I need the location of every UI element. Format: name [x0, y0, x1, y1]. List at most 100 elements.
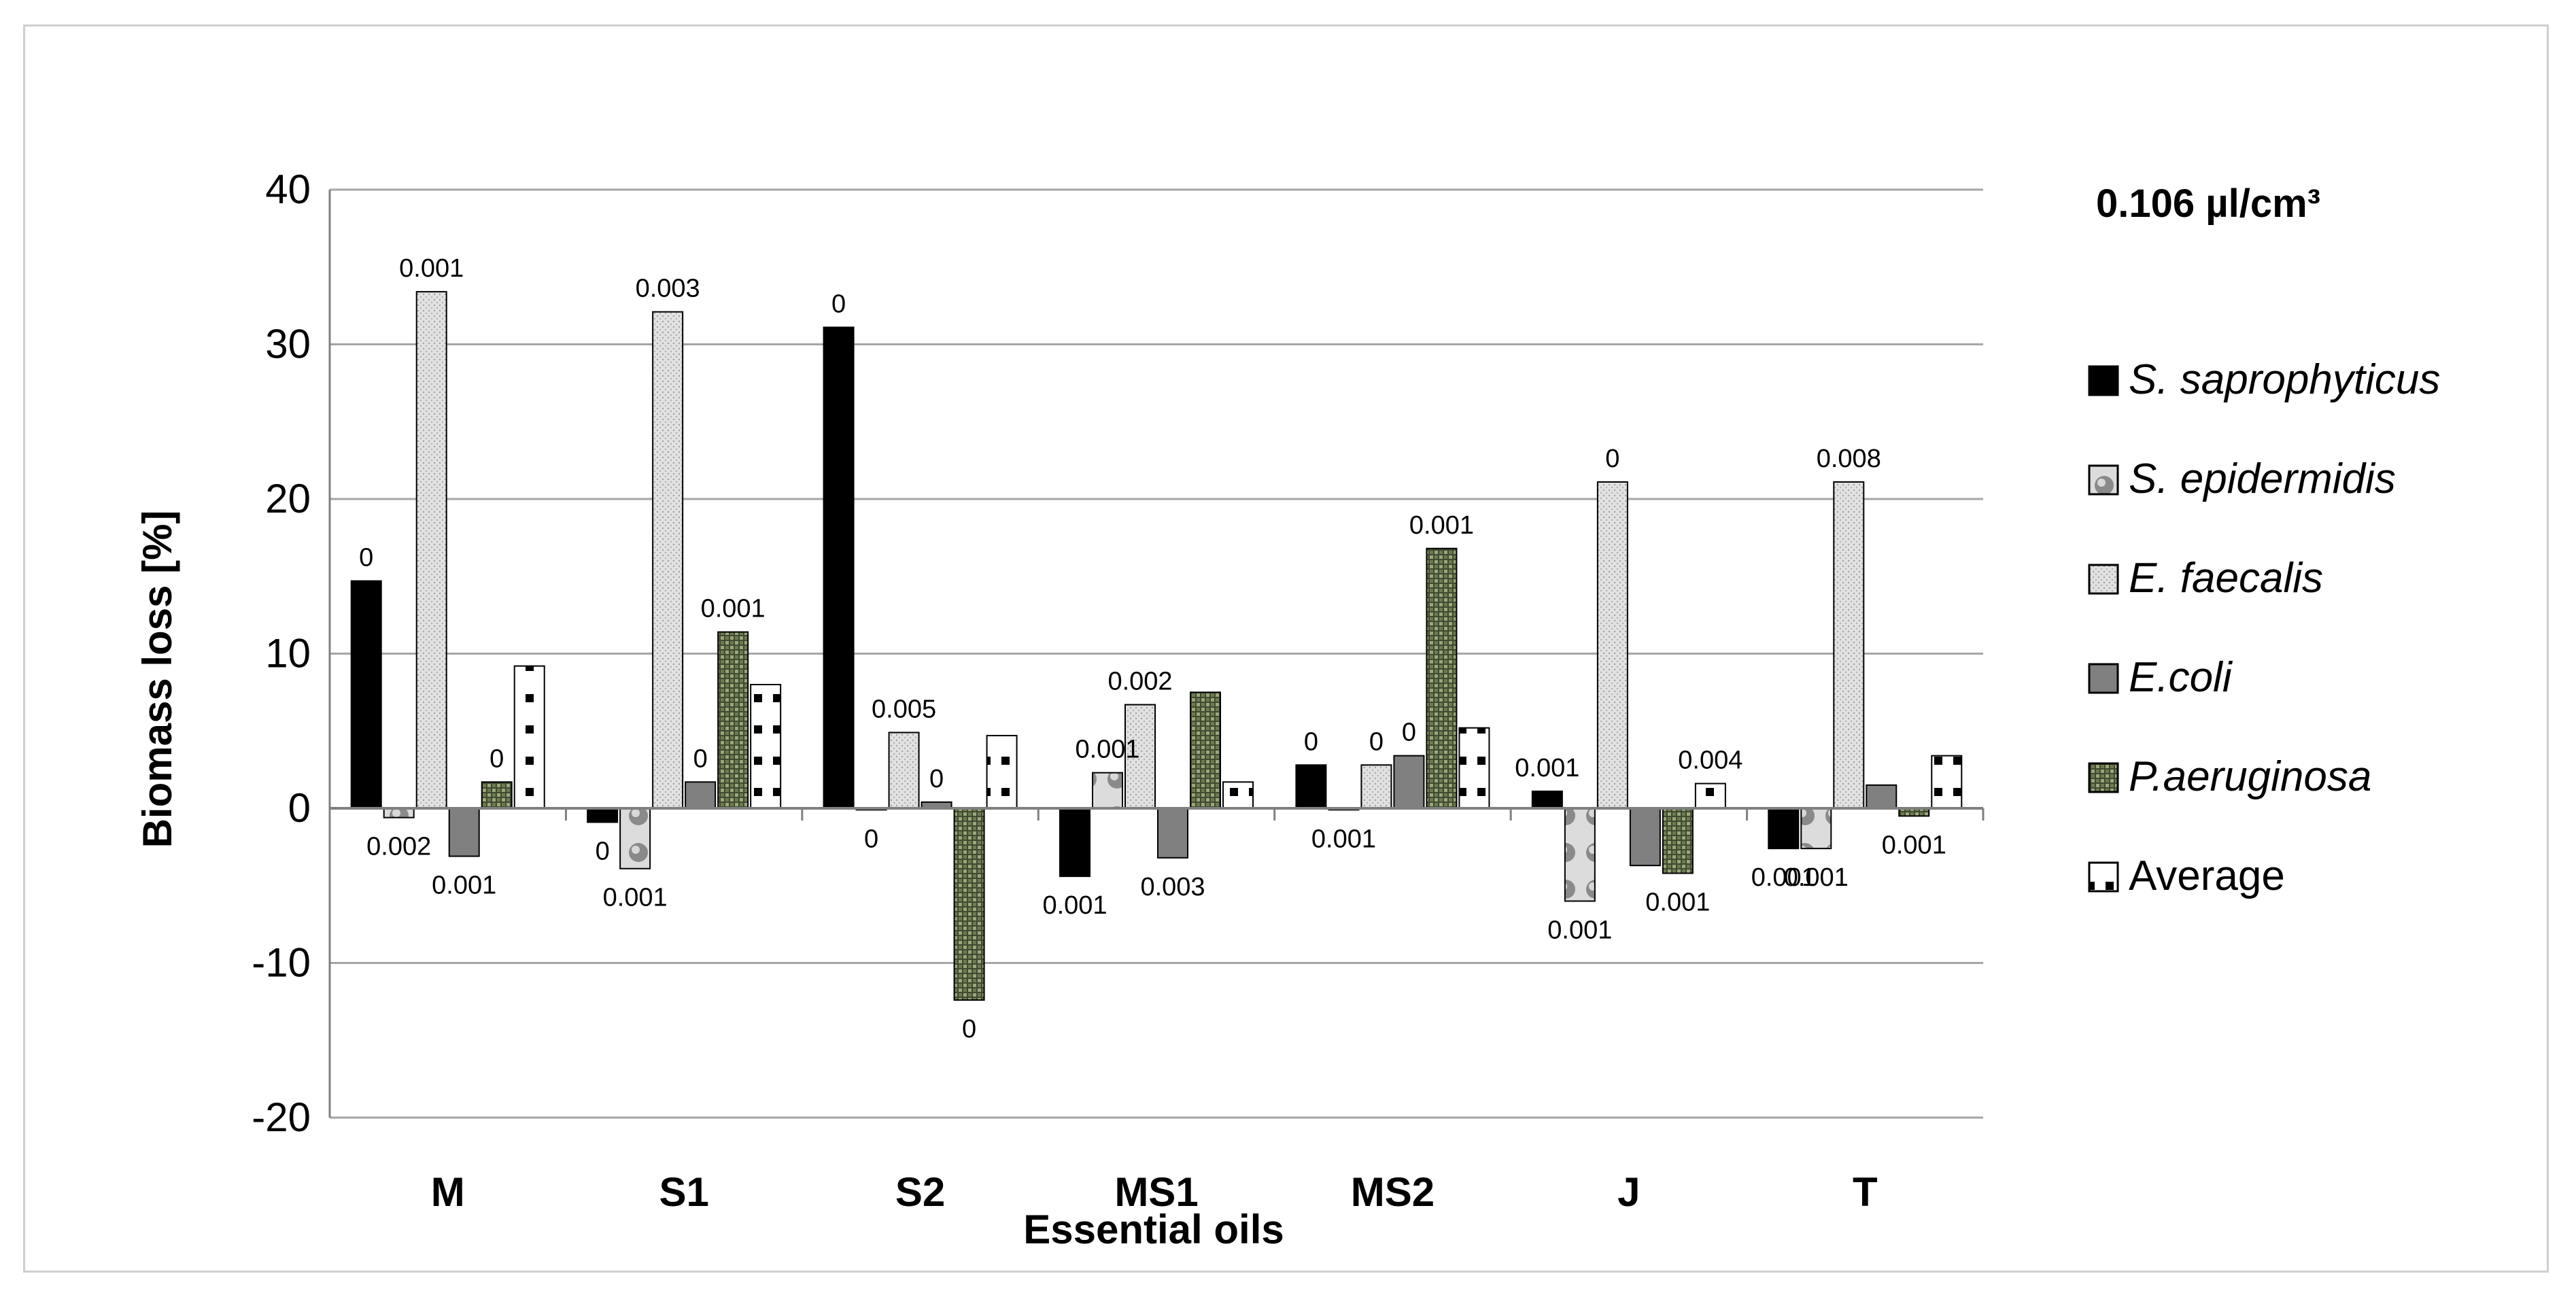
bar-s-saprophyticus-s1	[587, 808, 619, 823]
data-label: 0	[596, 837, 610, 865]
data-label: 0	[1605, 445, 1619, 473]
x-category-label: S2	[895, 1169, 945, 1215]
data-label: 0.001	[701, 595, 766, 623]
bar-e-faecalis-j	[1596, 481, 1628, 809]
bar-e-faecalis-s1	[652, 311, 684, 810]
bar-e-coli-m	[448, 808, 480, 857]
bar-average-ms1	[1222, 781, 1254, 809]
y-tick-label: 30	[265, 322, 311, 367]
bar-s-epidermidis-t	[1800, 808, 1832, 850]
data-label: 0.003	[1140, 873, 1205, 901]
y-tick-label: 10	[265, 631, 311, 676]
x-category-label: S1	[659, 1169, 708, 1215]
data-label: 0.004	[1678, 746, 1742, 775]
legend-label: S. saprophyticus	[2129, 356, 2440, 403]
data-label: 0.001	[1075, 736, 1139, 764]
data-label: 0.001	[1515, 754, 1579, 782]
data-labels: 00.0020.0010.001000.0010.00300.001000.00…	[359, 254, 1946, 1044]
x-category-label: MS2	[1351, 1169, 1435, 1215]
data-label: 0	[831, 290, 846, 318]
data-label: 0.001	[1311, 825, 1376, 853]
data-label: 0.001	[432, 872, 496, 900]
data-label: 0	[359, 544, 373, 572]
data-label: 0	[864, 825, 878, 853]
data-label: 0.005	[872, 695, 936, 724]
x-axis-title: Essential oils	[1023, 1207, 1284, 1252]
data-label: 0	[490, 744, 504, 773]
concentration-label: 0.106 µl/cm³	[2096, 182, 2320, 226]
bar-p-aeruginosa-j	[1662, 808, 1694, 874]
bar-s-saprophyticus-s2	[823, 326, 855, 810]
x-category-label: M	[431, 1169, 465, 1215]
bar-s-saprophyticus-ms1	[1059, 808, 1090, 878]
data-label: 0	[1402, 719, 1416, 747]
bar-e-coli-j	[1629, 808, 1661, 867]
gridlines	[330, 188, 1983, 1119]
bar-e-coli-s1	[685, 781, 717, 809]
data-label: 0.001	[1882, 831, 1946, 859]
legend-label: Average	[2129, 852, 2285, 899]
data-label: 0.008	[1817, 445, 1881, 473]
data-label: 0.003	[636, 275, 700, 303]
y-axis-title: Biomass loss [%]	[135, 511, 180, 848]
bar-e-faecalis-t	[1833, 481, 1865, 809]
data-label: 0.001	[1042, 891, 1107, 920]
bar-average-s2	[986, 735, 1018, 809]
bar-e-faecalis-m	[415, 291, 447, 809]
legend-swatch	[2088, 564, 2119, 595]
bar-e-coli-t	[1866, 784, 1897, 809]
bar-average-m	[513, 665, 545, 810]
bar-e-faecalis-s2	[888, 731, 920, 810]
data-label: 0.001	[1784, 863, 1849, 892]
data-label: 0	[962, 1015, 976, 1044]
legend-swatch	[2088, 464, 2119, 496]
bar-s-saprophyticus-t	[1768, 808, 1800, 850]
bar-e-coli-ms2	[1393, 755, 1425, 810]
bar-p-aeruginosa-ms2	[1426, 547, 1458, 809]
data-label: 0.001	[1547, 916, 1612, 945]
legend-label: E. faecalis	[2129, 555, 2323, 602]
bar-s-saprophyticus-m	[350, 580, 382, 809]
legend-swatch	[2088, 663, 2119, 694]
chart-frame: -20 -10 0 10 20 30 40 M S1 S2 MS1 MS2 J T 0 0.002 0.001…	[23, 24, 2549, 1273]
bar-s-saprophyticus-j	[1531, 790, 1563, 809]
bar-p-aeruginosa-m	[481, 781, 513, 809]
data-label: 0.001	[399, 254, 464, 283]
data-label: 0	[1369, 727, 1384, 756]
bar-p-aeruginosa-s2	[953, 808, 985, 1001]
data-label: 0.002	[366, 833, 431, 861]
legend-swatch	[2088, 762, 2119, 793]
data-label: 0	[929, 765, 944, 793]
data-label: 0	[693, 744, 708, 773]
bar-s-epidermidis-s1	[619, 808, 651, 869]
bar-s-saprophyticus-ms2	[1295, 764, 1327, 810]
legend-label: E.coli	[2129, 654, 2233, 701]
bar-average-j	[1694, 782, 1726, 809]
x-category-label: J	[1617, 1169, 1640, 1215]
data-label: 0.001	[1751, 863, 1816, 892]
data-label: 0	[1304, 727, 1318, 756]
x-category-label: T	[1853, 1169, 1878, 1215]
bar-s-epidermidis-m	[383, 808, 415, 818]
x-category-label: MS1	[1114, 1169, 1198, 1215]
legend-swatch	[2088, 365, 2119, 396]
bar-e-faecalis-ms2	[1360, 764, 1392, 810]
bars	[350, 291, 1963, 1001]
bar-s-epidermidis-ms1	[1092, 772, 1123, 810]
data-label: 0.002	[1107, 668, 1172, 696]
y-tick-label: -10	[252, 940, 311, 986]
bar-average-ms2	[1458, 727, 1490, 809]
bar-p-aeruginosa-s1	[717, 631, 749, 810]
y-tick-label: 0	[288, 785, 311, 831]
legend-label: S. epidermidis	[2129, 455, 2396, 502]
data-label: 0.001	[603, 884, 668, 912]
bar-average-s1	[750, 684, 782, 809]
y-tick-label: -20	[252, 1094, 311, 1140]
y-tick-label: 40	[265, 167, 311, 212]
bar-e-coli-ms1	[1157, 808, 1188, 859]
data-label: 0.001	[1409, 511, 1474, 540]
legend-swatch	[2088, 861, 2119, 893]
legend: S. saprophyticus S. epidermidis E. faecali…	[2088, 356, 2440, 899]
